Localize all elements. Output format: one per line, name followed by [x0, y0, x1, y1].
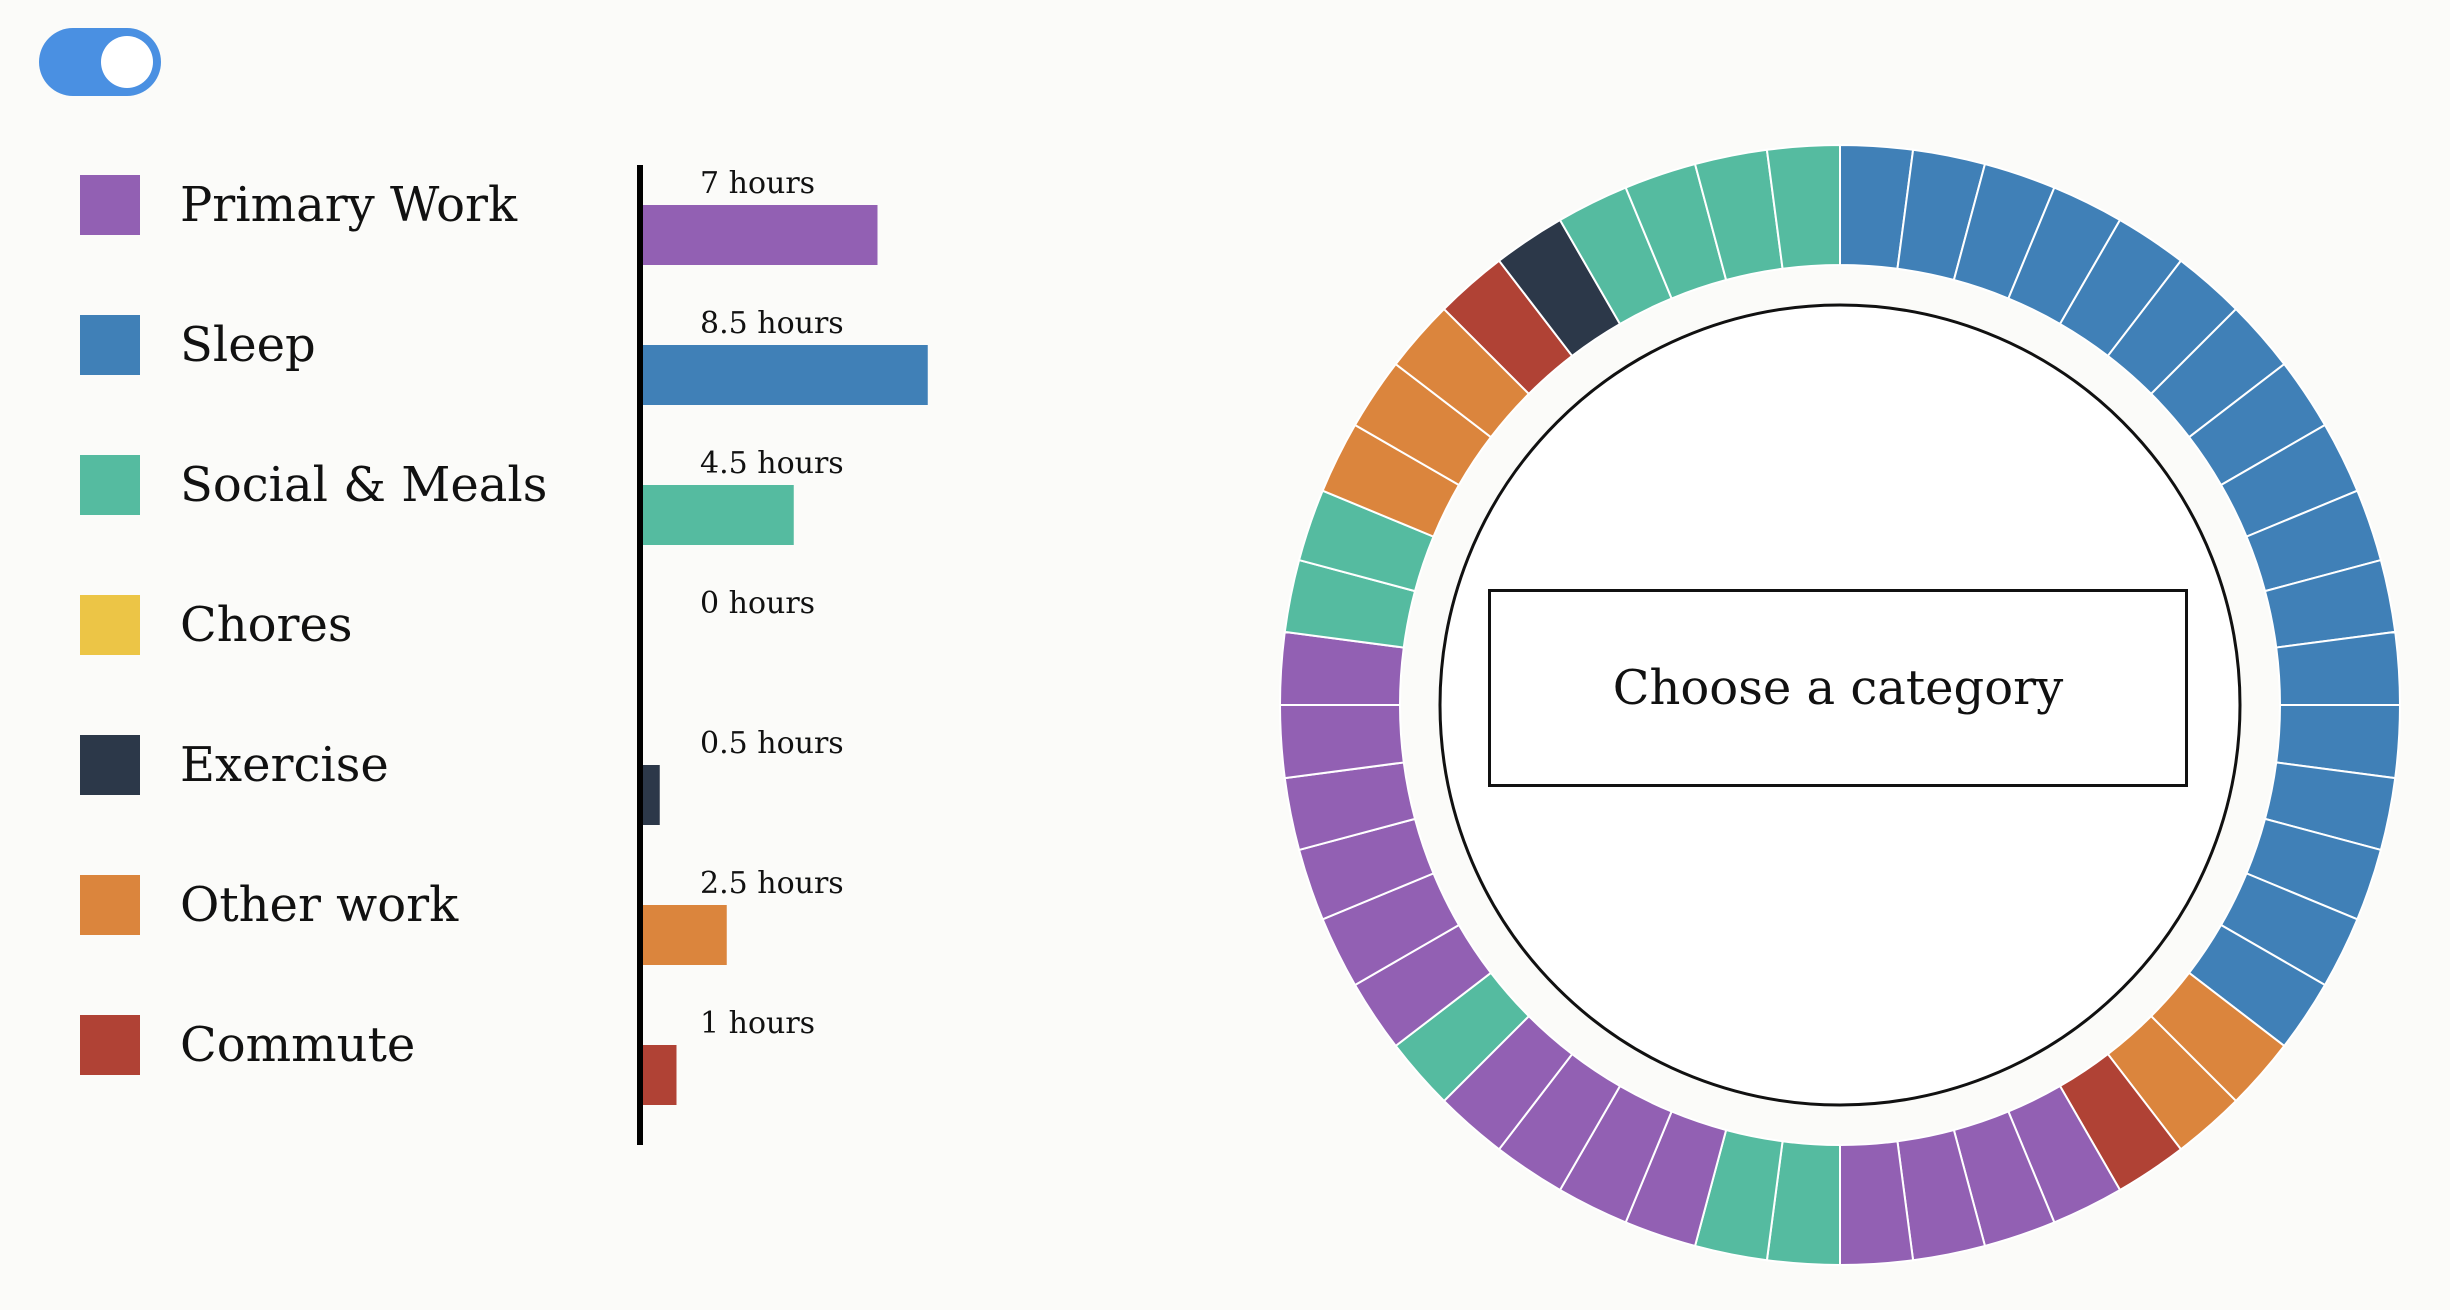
category-display-box: Choose a category	[1488, 589, 2188, 787]
legend-item-social-meals[interactable]: Social & Meals	[80, 455, 600, 515]
bar-commute	[643, 1045, 677, 1105]
hours-bar-chart: 7 hours 8.5 hours 4.5 hours 0 hours 0.5 hour…	[637, 165, 928, 1145]
legend-item-exercise[interactable]: Exercise	[80, 735, 600, 795]
toggle-knob[interactable]	[101, 36, 153, 88]
legend-label[interactable]: Commute	[180, 1017, 416, 1073]
legend-item-sleep[interactable]: Sleep	[80, 315, 600, 375]
legend-label[interactable]: Primary Work	[180, 177, 518, 233]
bar-primary-work	[643, 205, 878, 265]
bar-value-label: 2.5 hours	[700, 866, 844, 901]
bar-value-label: 1 hours	[700, 1006, 815, 1041]
legend-swatch[interactable]	[80, 595, 140, 655]
legend-swatch[interactable]	[80, 315, 140, 375]
legend-item-commute[interactable]: Commute	[80, 1015, 600, 1075]
bar-value-label: 8.5 hours	[700, 306, 844, 341]
legend-label[interactable]: Exercise	[180, 737, 389, 793]
bar-other-work	[643, 905, 727, 965]
bar-value-label: 7 hours	[700, 166, 815, 201]
legend-swatch[interactable]	[80, 175, 140, 235]
legend-swatch[interactable]	[80, 455, 140, 515]
legend-label[interactable]: Social & Meals	[180, 457, 548, 513]
bar-value-label: 4.5 hours	[700, 446, 844, 481]
legend-swatch[interactable]	[80, 1015, 140, 1075]
legend-label[interactable]: Other work	[180, 877, 459, 933]
day-clock-ring	[1278, 143, 2402, 1267]
legend-item-primary-work[interactable]: Primary Work	[80, 175, 600, 235]
legend-swatch[interactable]	[80, 875, 140, 935]
bar-social-meals	[643, 485, 794, 545]
legend-label[interactable]: Chores	[180, 597, 353, 653]
bar-value-label: 0.5 hours	[700, 726, 844, 761]
category-display-text: Choose a category	[1612, 660, 2064, 716]
legend-item-other-work[interactable]: Other work	[80, 875, 600, 935]
bar-exercise	[643, 765, 660, 825]
legend-label[interactable]: Sleep	[180, 317, 316, 373]
legend-item-chores[interactable]: Chores	[80, 595, 600, 655]
mode-toggle[interactable]	[39, 28, 161, 96]
clock-slot-social-meals[interactable]	[1765, 143, 1841, 270]
bar-value-label: 0 hours	[700, 586, 815, 621]
bar-sleep	[643, 345, 928, 405]
legend-swatch[interactable]	[80, 735, 140, 795]
